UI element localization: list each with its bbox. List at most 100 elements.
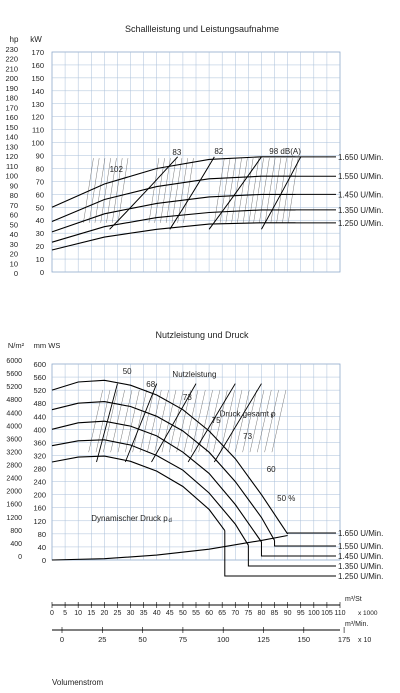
axis-tick-label: 50 [179,610,187,617]
annotation-druck-gesamt: Druck gesamt p [220,409,277,418]
power-curve [51,156,296,208]
power-curve [51,222,296,251]
pressure-chart-ticks: 6005605204804404003603202802402001601208… [6,358,46,565]
kw-tick-label: 170 [31,48,44,57]
pressure-chart-efficiency-lines [96,383,262,463]
pressure-chart-left-unit: N/m² [8,341,25,350]
x-axis-m3h: 0 5 10 15 20 25 30 35 40 45 50 55 60 65 70 75 80 85 90 95 10… [50,596,378,617]
kw-tick-label: 100 [31,139,44,148]
hatch-stroke [271,390,287,453]
hp-tick-label: 50 [10,220,18,229]
nm2-tick-label: 0 [18,554,22,561]
axis-tick-label: 10 [74,610,82,617]
mmws-tick-label: 480 [33,399,46,408]
axis-tick-label: 65 [218,610,226,617]
hatch-stroke [248,158,260,223]
hp-tick-label: 40 [10,230,18,239]
speed-leader [260,542,336,557]
axis-tick-label: 75 [244,610,252,617]
mmws-tick-label: 400 [33,425,46,434]
hatch-stroke [88,390,103,453]
kw-tick-label: 10 [36,255,44,264]
efficiency-line [151,383,197,463]
efficiency-line [124,383,158,463]
power-chart-grid [51,51,341,273]
db-line [109,156,179,230]
mmws-tick-label: 160 [33,504,46,513]
pressure-chart: Nutzleistung und Druck N/m² mm WS 600560… [6,330,383,581]
mmws-tick-label: 200 [33,491,46,500]
hp-tick-label: 180 [5,94,18,103]
speed-leader [224,530,336,577]
hatch-stroke [147,390,162,453]
hatch-stroke [154,158,165,223]
hatch-stroke [253,158,264,223]
axis-tick-label: 0 [60,635,64,644]
hatch-stroke [161,390,177,453]
hatch-stroke [83,158,94,223]
db-line [261,156,302,230]
axis-tick-label: 30 [127,610,135,617]
nm2-tick-label: 2000 [6,489,22,496]
axis-tick-label: 55 [192,610,200,617]
hp-tick-label: 210 [5,64,18,73]
axis-tick-label: 20 [100,610,108,617]
hp-tick-label: 90 [10,181,18,190]
kw-tick-label: 20 [36,242,44,251]
axis-tick-label: 35 [140,610,148,617]
nm2-tick-label: 3600 [6,436,22,443]
speed-label: 1.350 U/Min. [338,562,383,571]
speed-leader [274,540,336,547]
hatch-stroke [270,158,282,223]
hatch-stroke [177,158,188,223]
db-label: 83 [172,148,181,157]
hatch-stroke [214,158,225,223]
hatch-stroke [264,158,276,223]
axis-unit: m³/Min. [345,621,368,628]
axis-tick-label: 105 [321,610,333,617]
mmws-tick-label: 600 [33,360,46,369]
kw-tick-label: 30 [36,229,44,238]
pressure-chart-grid [51,363,341,561]
efficiency-line [187,383,236,463]
pressure-curve [51,534,288,561]
hatch-stroke [106,158,117,223]
mmws-tick-label: 560 [33,373,46,382]
hp-tick-label: 0 [14,269,18,278]
speed-label: 1.550 U/Min. [338,172,383,181]
kw-tick-label: 120 [31,113,44,122]
hp-tick-label: 120 [5,152,18,161]
hatch-stroke [220,390,235,453]
speed-label: 1.250 U/Min. [338,572,383,581]
axis-suffix: x 1000 [358,610,378,617]
kw-tick-label: 70 [36,177,44,186]
axis-tick-label: 150 [298,635,311,644]
axis-tick-label: 25 [114,610,122,617]
speed-label: 1.450 U/Min. [338,552,383,561]
x-axis-m3min: 0 25 50 75 100 125 150 175 m³/Min. x 10 [52,621,371,644]
hp-tick-label: 230 [5,45,18,54]
kw-tick-label: 40 [36,216,44,225]
hatch-stroke [264,390,279,453]
mmws-tick-label: 40 [38,543,46,552]
hp-tick-label: 220 [5,55,18,64]
power-chart-title: Schallleistung und Leistungsaufnahme [125,24,279,34]
mmws-tick-label: 440 [33,412,46,421]
hatch-stroke [103,390,118,453]
mmws-tick-label: 280 [33,465,46,474]
hatch-stroke [198,390,213,453]
power-chart-hatch [83,158,299,223]
hatch-stroke [191,390,206,453]
hatch-stroke [117,390,133,453]
mmws-tick-label: 240 [33,478,46,487]
hatch-stroke [249,390,265,453]
power-chart-left-unit: hp [10,35,19,44]
pressure-curve [51,439,249,546]
hatch-stroke [148,158,160,223]
db-label: 82 [214,147,223,156]
hatch-stroke [237,158,248,223]
power-chart: Schallleistung und Leistungsaufnahme hp … [5,24,383,278]
hp-tick-label: 160 [5,113,18,122]
hatch-stroke [276,158,287,223]
